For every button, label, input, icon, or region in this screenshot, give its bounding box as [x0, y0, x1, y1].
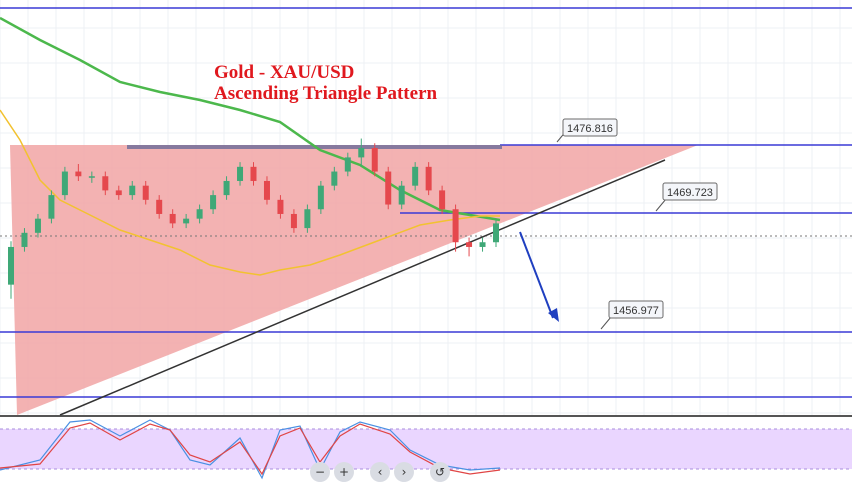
candle-up — [412, 166, 419, 186]
candle-down — [439, 190, 446, 210]
down-arrow-shaft — [519, 231, 554, 319]
candle-up — [34, 218, 41, 233]
candle-down — [75, 171, 82, 177]
candle-down — [263, 180, 270, 200]
candle-up — [223, 180, 230, 196]
scroll-left-icon[interactable]: ‹ — [370, 462, 390, 482]
candle-down — [115, 190, 122, 196]
candle-up — [358, 147, 365, 158]
candle-up — [479, 242, 486, 247]
stochastic-d-line — [0, 422, 501, 476]
tag-leader-1456 — [600, 316, 612, 330]
candle-up — [210, 195, 217, 210]
candle-down — [385, 171, 392, 205]
candle-up — [344, 157, 351, 172]
candle-down — [277, 199, 284, 214]
scroll-right-icon[interactable]: › — [394, 462, 414, 482]
stochastic-k-line — [0, 419, 501, 480]
down-arrow-icon — [548, 308, 559, 322]
stochastic-band — [0, 429, 852, 469]
candle-up — [237, 166, 244, 181]
candle-up — [61, 171, 68, 196]
price-tag-1469-label: 1469.723 — [667, 187, 713, 199]
candle-up — [493, 223, 499, 243]
candle-up — [48, 195, 55, 219]
candle-up — [88, 176, 95, 178]
pane-divider — [0, 415, 852, 417]
candlesticks — [8, 138, 499, 299]
tag-leader-1469 — [655, 198, 667, 212]
price-tag-1476 — [562, 118, 618, 137]
chart-subtitle: Ascending Triangle Pattern — [214, 83, 437, 104]
candle-down — [102, 176, 109, 191]
chart-title: Gold - XAU/USD — [214, 62, 354, 83]
moving-average-fast — [0, 109, 500, 276]
candle-down — [156, 199, 163, 214]
candle-down — [425, 166, 432, 191]
candle-up — [129, 185, 136, 196]
price-tag-1469 — [662, 182, 718, 201]
candle-down — [290, 213, 297, 229]
candle-up — [304, 209, 311, 229]
candle-down — [466, 242, 473, 247]
candle-up — [21, 232, 28, 247]
chart-toolbar: − + ‹ › ↺ — [310, 461, 450, 483]
zoom-out-icon[interactable]: − — [310, 462, 330, 482]
zoom-in-icon[interactable]: + — [334, 462, 354, 482]
price-tag-1456-label: 1456.977 — [613, 305, 659, 317]
candle-down — [169, 213, 176, 224]
candle-up — [183, 218, 190, 224]
candle-up — [331, 171, 338, 186]
price-tag-1476-label: 1476.816 — [567, 123, 613, 135]
price-tag-1456 — [608, 300, 664, 319]
support-trendline — [59, 159, 666, 416]
candle-up — [196, 209, 203, 219]
candle-up — [8, 246, 14, 285]
candle-down — [250, 166, 257, 181]
candle-down — [142, 185, 149, 200]
candle-down — [371, 147, 378, 172]
candle-up — [398, 185, 405, 205]
candle-up — [317, 185, 324, 210]
candle-down — [452, 209, 459, 243]
reset-chart-icon[interactable]: ↺ — [430, 462, 450, 482]
